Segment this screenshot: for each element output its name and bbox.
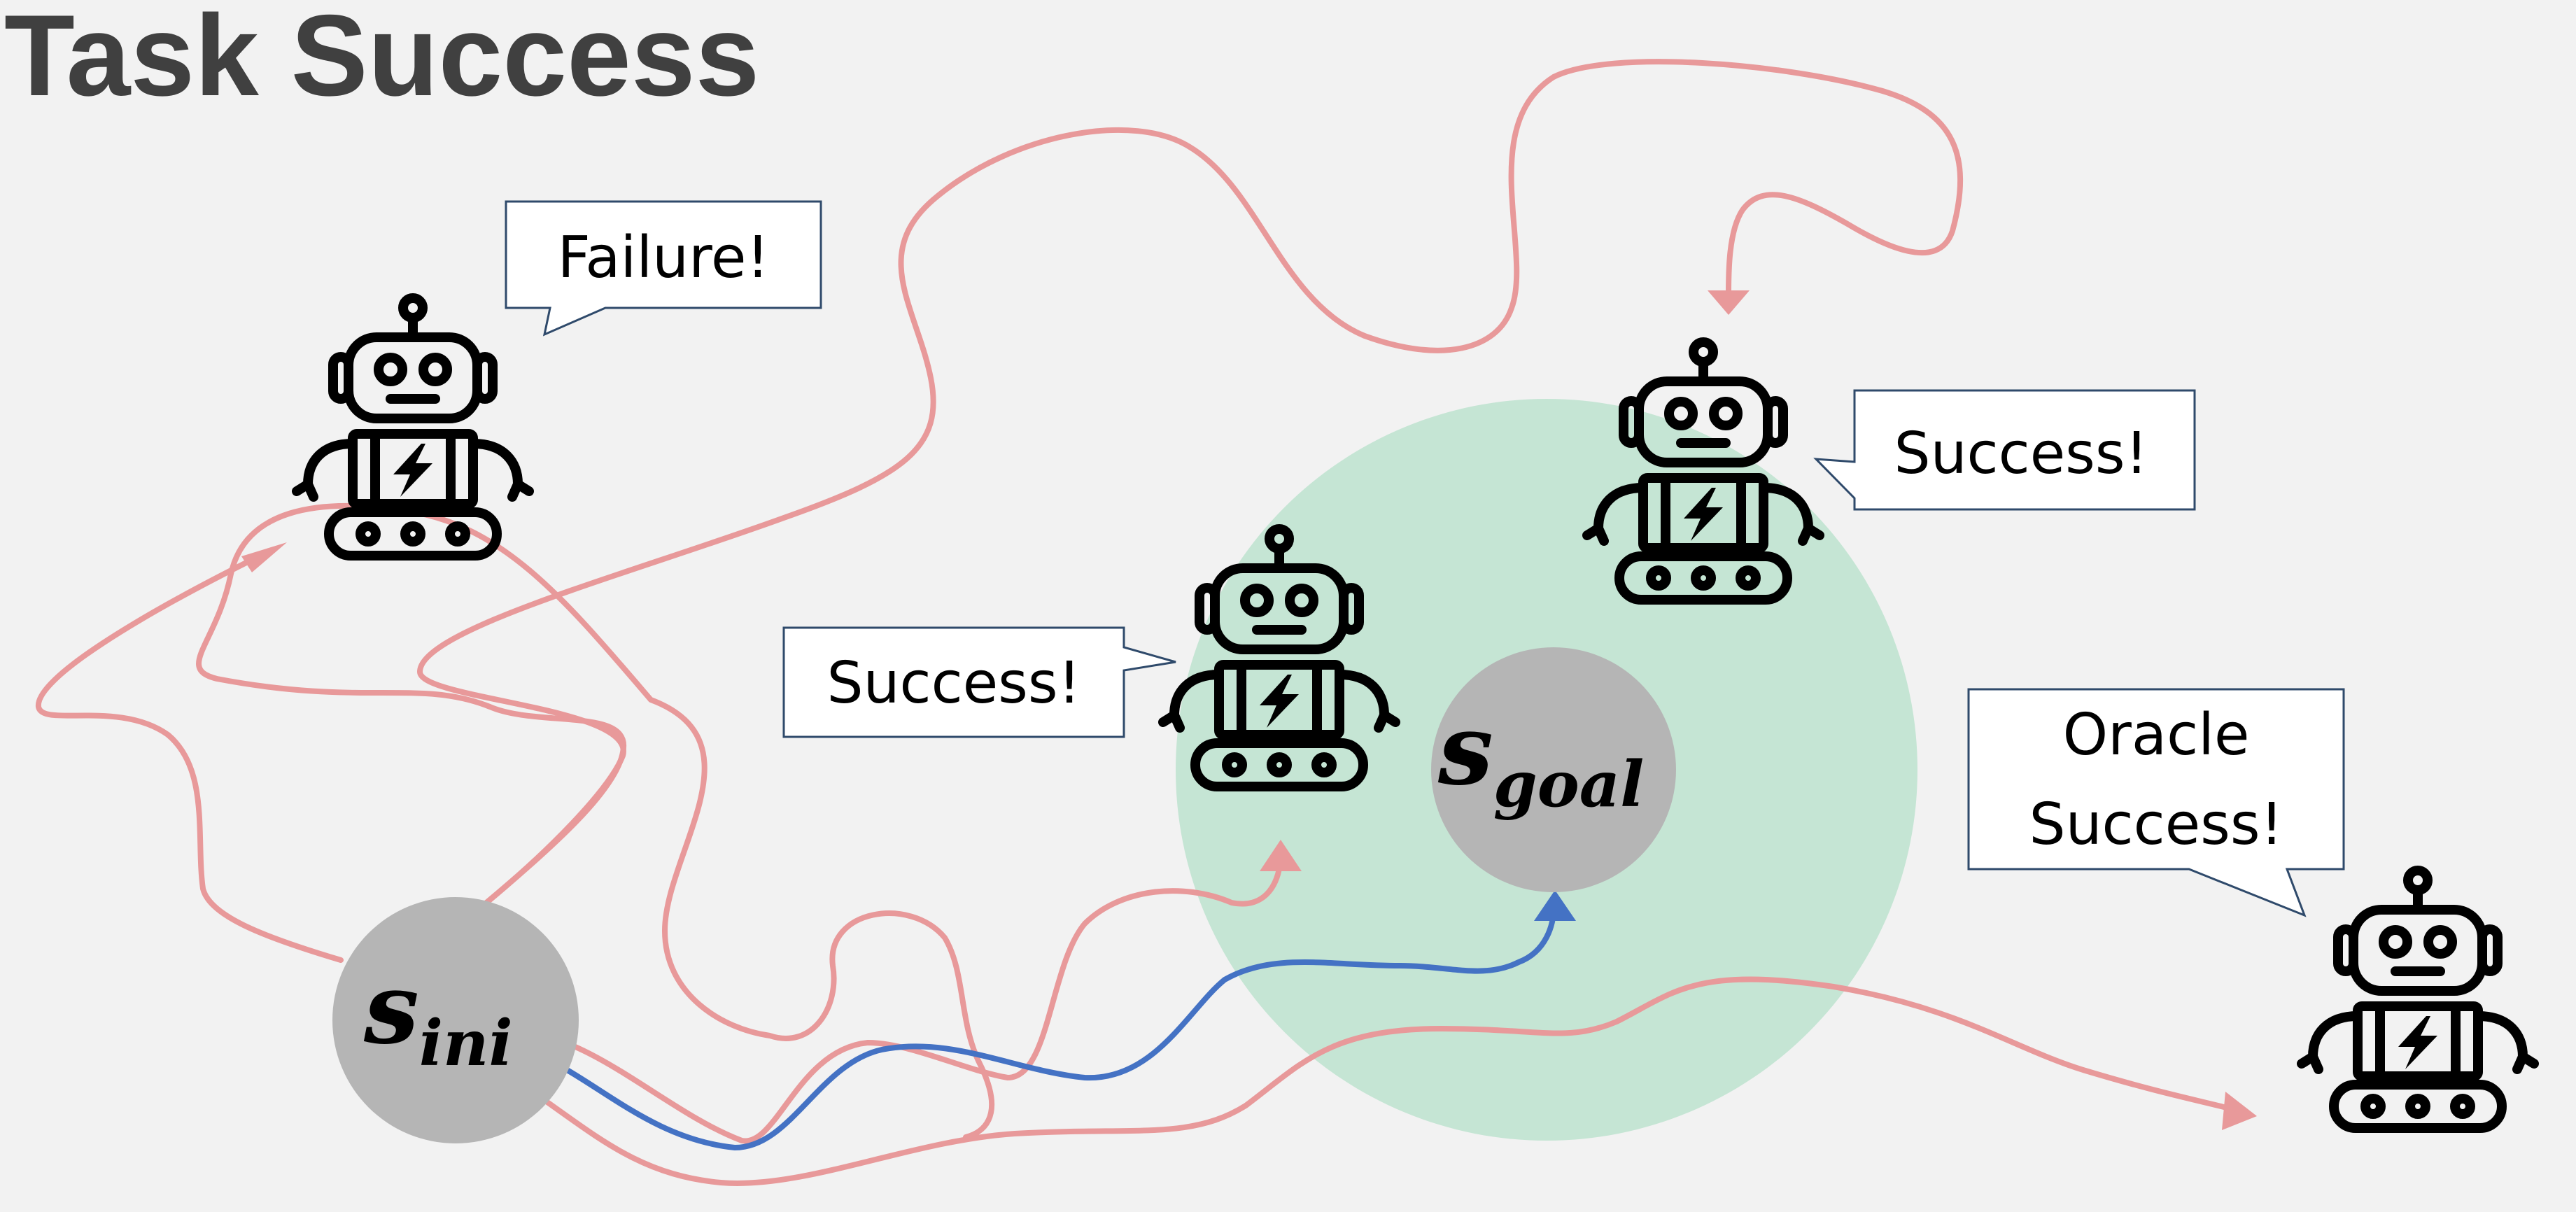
success-top-label: Success! xyxy=(1894,421,2148,487)
failure-path-left xyxy=(196,502,995,1140)
success-middle-label: Success! xyxy=(827,650,1081,717)
initial-state-node: sini xyxy=(332,897,579,1143)
failure-bubble: Failure! xyxy=(505,200,822,337)
arrowhead-icon xyxy=(1534,890,1576,921)
robot-icon xyxy=(297,298,529,556)
goal-state-subscript: goal xyxy=(1493,747,1644,822)
success-bubble-middle: Success! xyxy=(782,626,1176,738)
arrowhead-icon xyxy=(1708,290,1750,315)
arrowhead-icon xyxy=(2222,1092,2257,1130)
oracle-path xyxy=(540,976,2235,1186)
failure-label: Failure! xyxy=(558,225,770,291)
success-path-middle xyxy=(571,851,1283,1144)
robot-icon xyxy=(2302,871,2534,1128)
initial-state-base: s xyxy=(363,952,419,1066)
page-title: Task Success xyxy=(4,0,759,120)
success-bubble-top: Success! xyxy=(1813,389,2196,511)
svg-text:sgoal: sgoal xyxy=(1437,693,1644,822)
arrowhead-icon xyxy=(241,542,287,572)
svg-text:sini: sini xyxy=(363,952,513,1080)
optimal-path xyxy=(565,907,1556,1150)
arrowhead-icon xyxy=(1260,840,1302,871)
oracle-label-line1: Oracle xyxy=(2063,702,2250,768)
failure-path-to-robot xyxy=(35,557,344,963)
goal-state-node: sgoal xyxy=(1431,647,1676,892)
oracle-label-line2: Success! xyxy=(2029,791,2283,858)
initial-state-subscript: ini xyxy=(419,1006,513,1080)
oracle-success-bubble: Oracle Success! xyxy=(1967,688,2345,917)
wandering-path-top xyxy=(417,59,1964,906)
goal-state-base: s xyxy=(1437,693,1493,808)
